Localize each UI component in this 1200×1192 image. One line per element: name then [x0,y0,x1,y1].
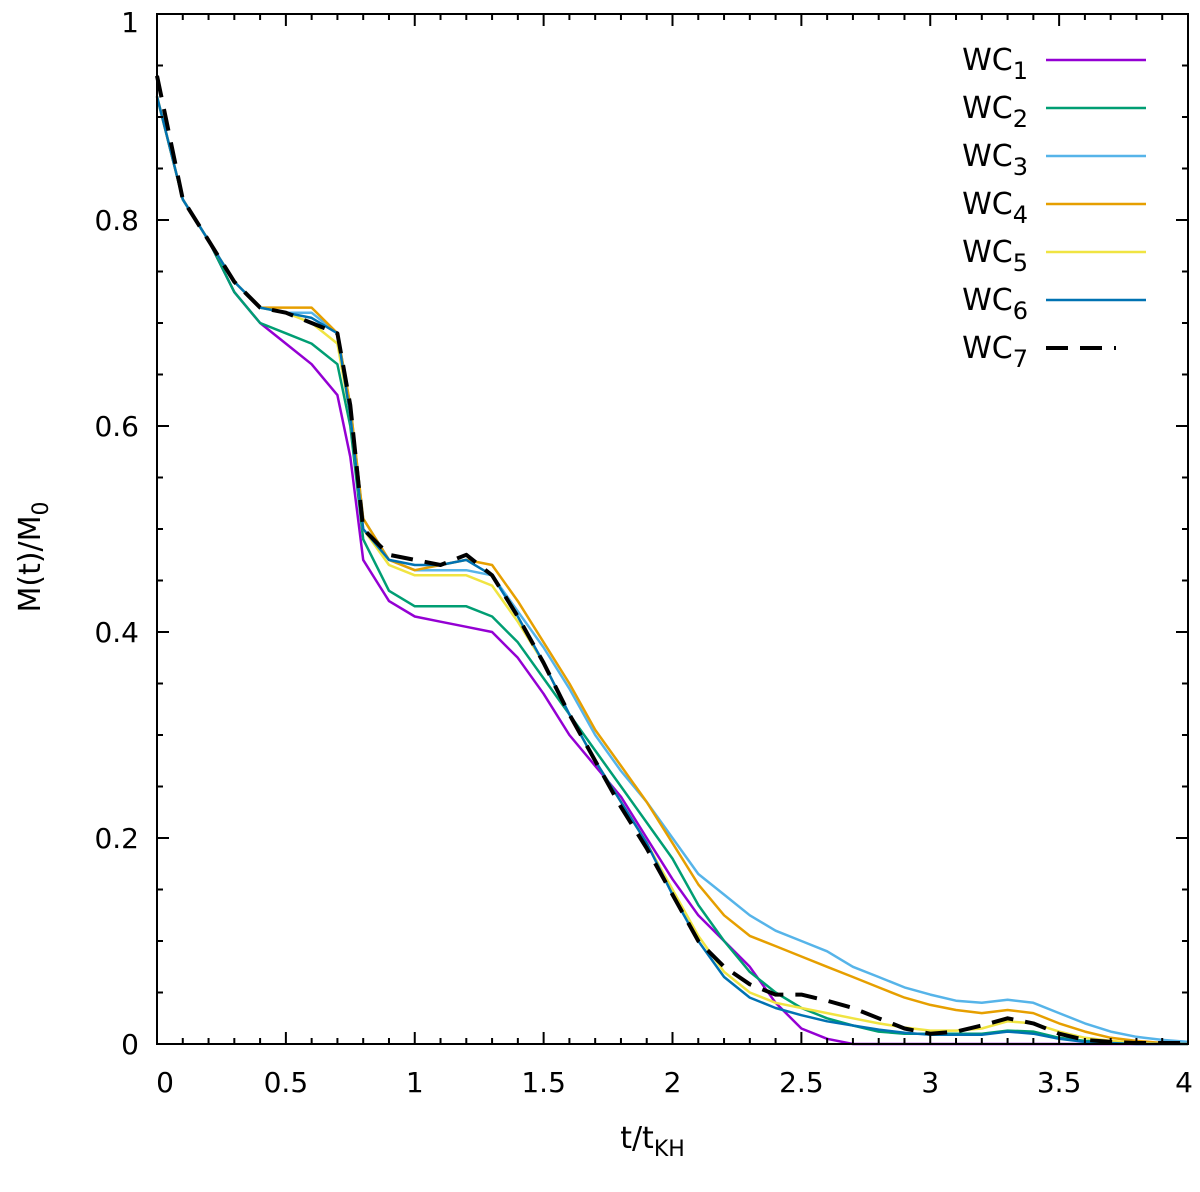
legend-label: WC6 [962,283,1028,325]
series-line-wc4 [155,96,1189,1046]
legend-label-subscript: 4 [1013,201,1028,229]
x-tick-label: 0.5 [264,1066,309,1099]
x-tick-label: 1 [406,1066,424,1099]
x-tick-label: 2 [664,1066,682,1099]
x-axis-title-base: t/t [620,1121,654,1156]
legend-item-wc3: WC3 [962,139,1146,181]
x-axis-title-subscript: KH [654,1137,685,1162]
legend-label-base: WC [962,43,1013,78]
x-tick-label: 2.5 [779,1066,824,1099]
series-line-wc6 [155,96,1188,1046]
y-axis-title-base: M(t)/M [13,515,48,612]
legend-label: WC2 [962,91,1028,133]
y-tick-label: 0.4 [94,616,139,649]
x-tick-label: 4 [1175,1066,1193,1099]
legend-label-subscript: 3 [1013,153,1028,181]
y-tick-label: 0.2 [94,822,139,855]
legend-label-base: WC [962,187,1013,222]
y-tick-label: 0.6 [94,410,139,443]
legend-item-wc1: WC1 [962,43,1146,85]
legend-item-wc2: WC2 [962,91,1146,133]
legend-label-base: WC [962,283,1013,318]
legend-label-subscript: 6 [1013,297,1028,325]
series-line-wc2 [155,96,1188,1045]
series-line-wc7 [155,75,1188,1045]
series-line-wc5 [155,96,1188,1046]
legend-label-subscript: 1 [1013,57,1028,85]
legend-label: WC3 [962,139,1028,181]
legend-item-wc6: WC6 [962,283,1146,325]
x-tick-label: 0 [156,1066,174,1099]
legend-label: WC4 [962,187,1028,229]
legend-label-base: WC [962,235,1013,270]
legend-label-subscript: 5 [1013,249,1028,277]
plot-area [155,75,1189,1046]
legend-label-subscript: 7 [1013,345,1028,373]
legend-item-wc4: WC4 [962,187,1146,229]
y-axis-title-subscript: 0 [29,501,54,515]
y-tick-label: 0 [121,1028,139,1061]
x-tick-label: 3.5 [1037,1066,1082,1099]
legend-label-subscript: 2 [1013,105,1028,133]
series-line-wc3 [155,96,1189,1044]
x-tick-label: 3 [921,1066,939,1099]
y-tick-label: 0.8 [94,204,139,237]
legend-label-base: WC [962,91,1013,126]
legend-item-wc7: WC7 [962,331,1116,373]
y-axis-title: M(t)/M0 [13,501,54,612]
legend-label: WC5 [962,235,1028,277]
x-axis-title: t/tKH [620,1121,685,1162]
legend-label-base: WC [962,331,1013,366]
legend-label-base: WC [962,139,1013,174]
legend-item-wc5: WC5 [962,235,1146,277]
y-tick-label: 1 [121,6,139,39]
legend-label: WC1 [962,43,1028,85]
x-tick-label: 1.5 [521,1066,566,1099]
series-line-wc1 [155,96,1188,1046]
legend-label: WC7 [962,331,1028,373]
